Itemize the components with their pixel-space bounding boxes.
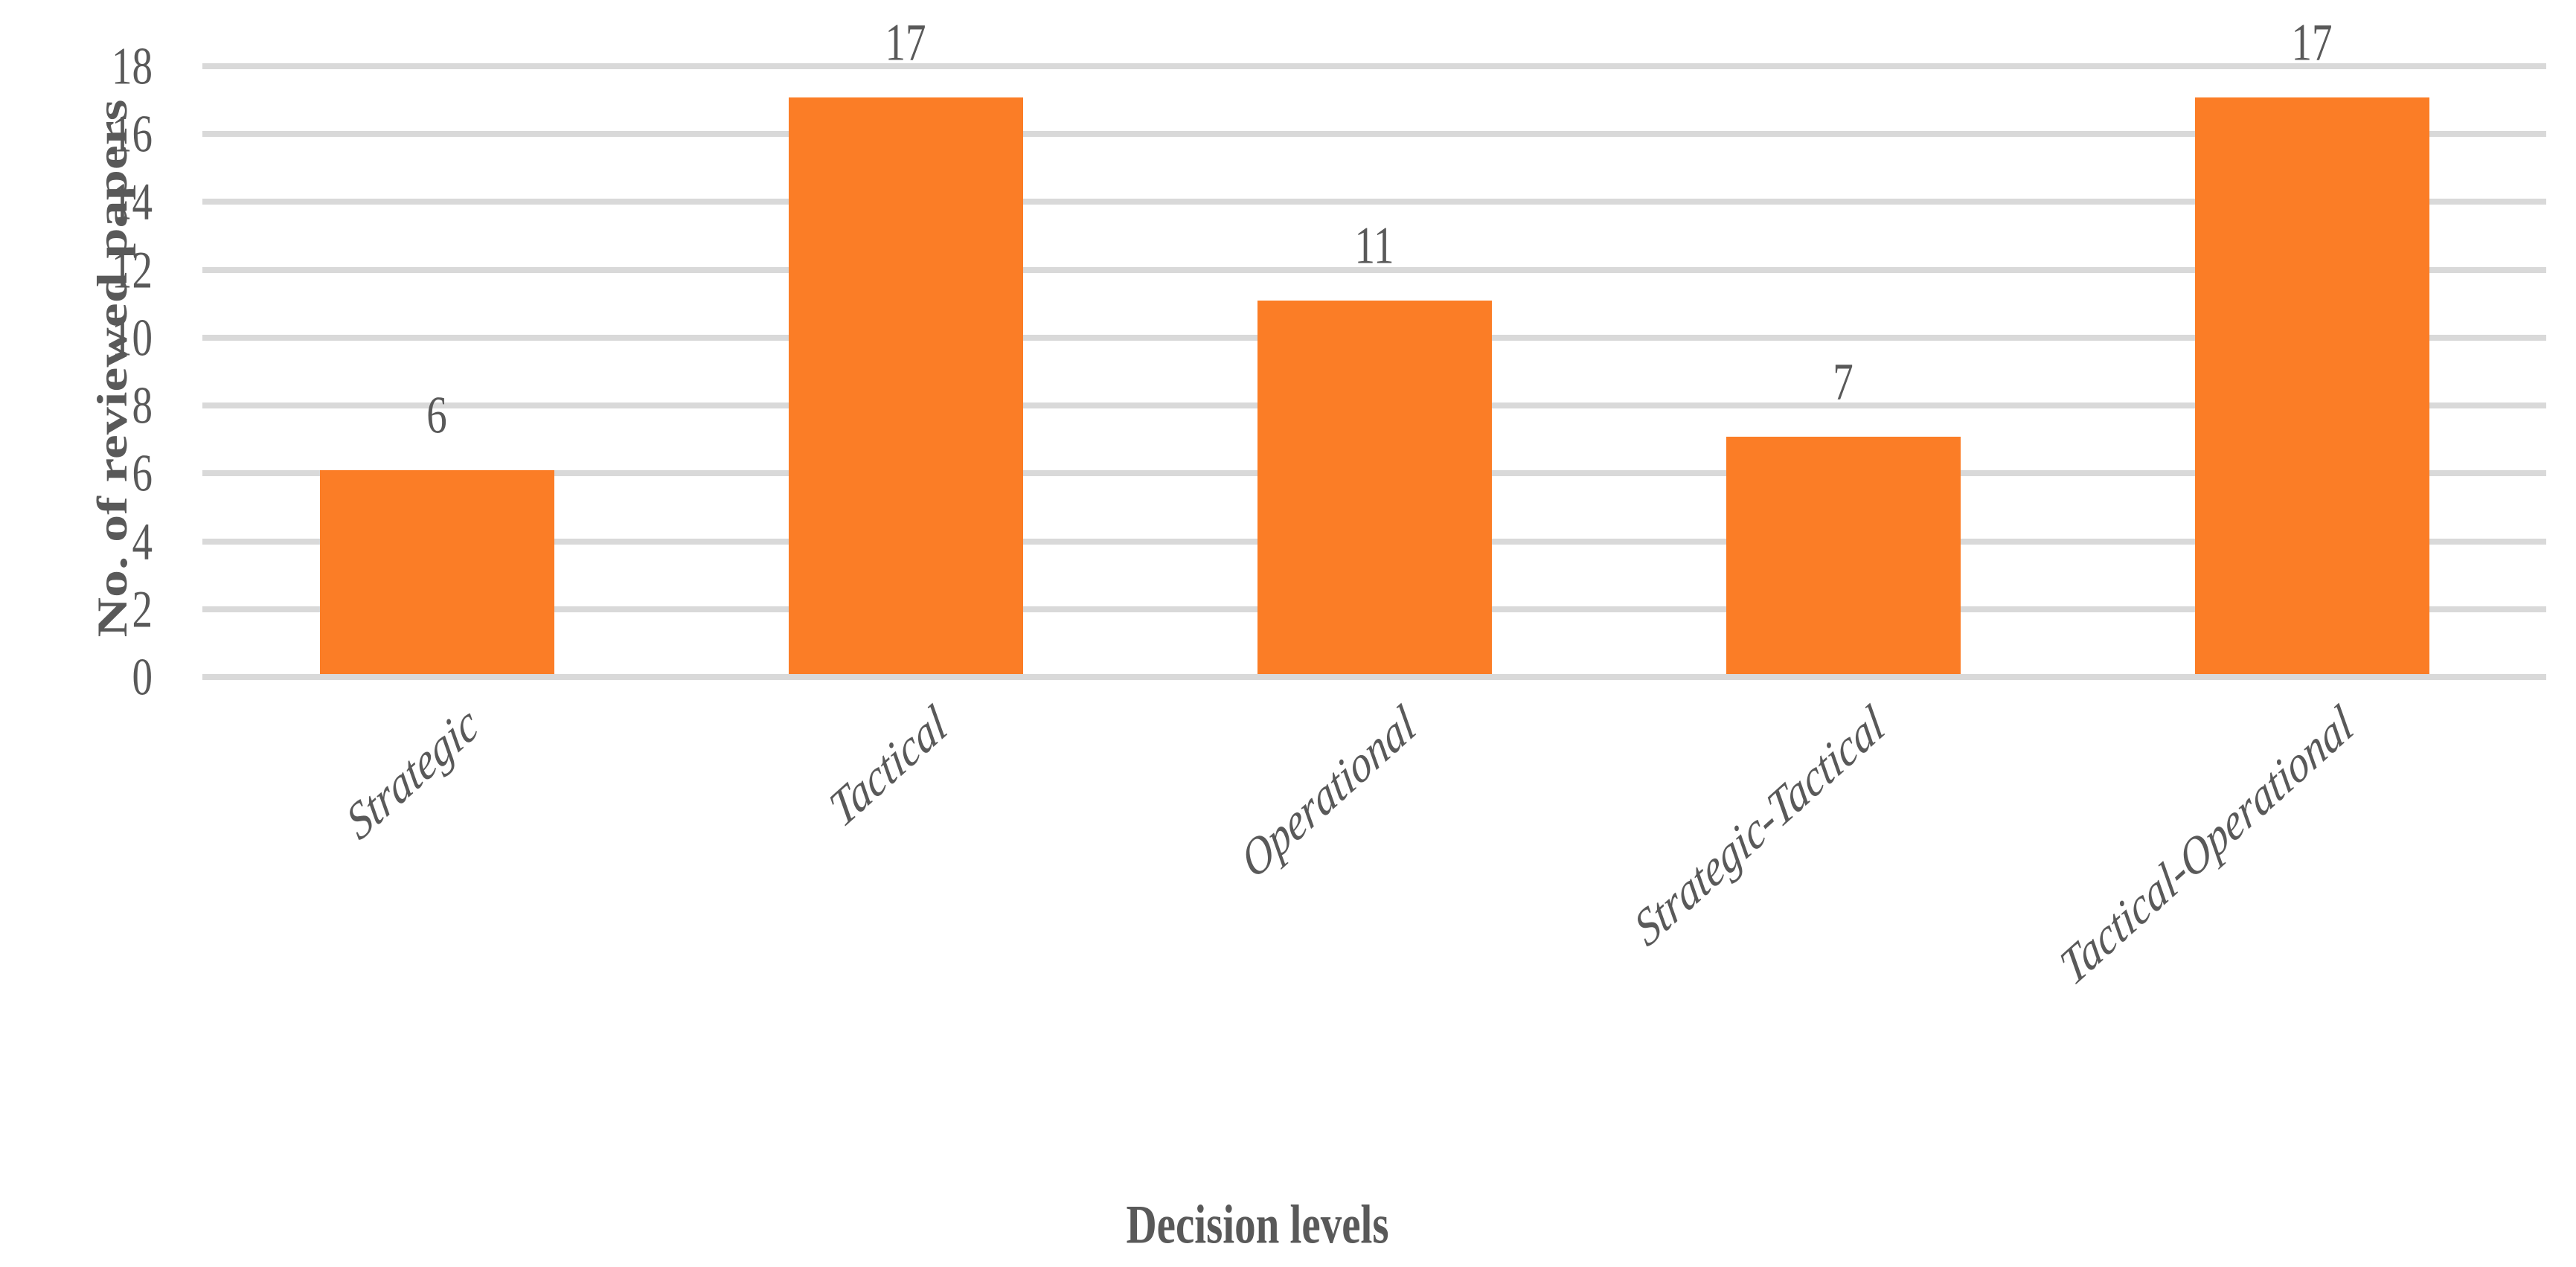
y-tick-label: 6 [132,443,153,503]
y-tick-label: 14 [112,172,153,231]
x-category-label: Operational [1233,693,1423,891]
gridline [202,674,2546,680]
y-tick-label: 2 [132,579,153,638]
bar-data-label: 7 [1833,351,1853,411]
y-tick-label: 8 [132,375,153,435]
gridline [202,63,2546,69]
y-tick-label: 16 [112,103,153,164]
plot-area: 6 17 11 7 17 [202,13,2546,680]
gridline [202,131,2546,138]
bar [2194,97,2429,674]
y-tick-label: 10 [112,307,153,367]
y-tick-label: 18 [112,36,153,96]
x-axis-title: Decision levels [1126,1194,1389,1256]
bar [788,97,1023,674]
bar [1257,301,1492,674]
bar [319,470,554,674]
gridline [202,199,2546,205]
bar-data-label: 6 [426,385,447,445]
bar-data-label: 11 [1354,215,1394,275]
y-tick-label: 0 [132,647,153,706]
bar-data-label: 17 [885,12,926,71]
x-category-label: Strategic-Tactical [1626,693,1892,958]
x-category-label: Tactical [821,693,955,839]
bar [1726,436,1961,674]
bar-data-label: 17 [2291,12,2333,71]
gridline [202,266,2546,273]
x-category-label: Tactical-Operational [2051,693,2361,997]
y-tick-label: 12 [112,240,153,299]
y-tick-label: 4 [132,511,153,571]
